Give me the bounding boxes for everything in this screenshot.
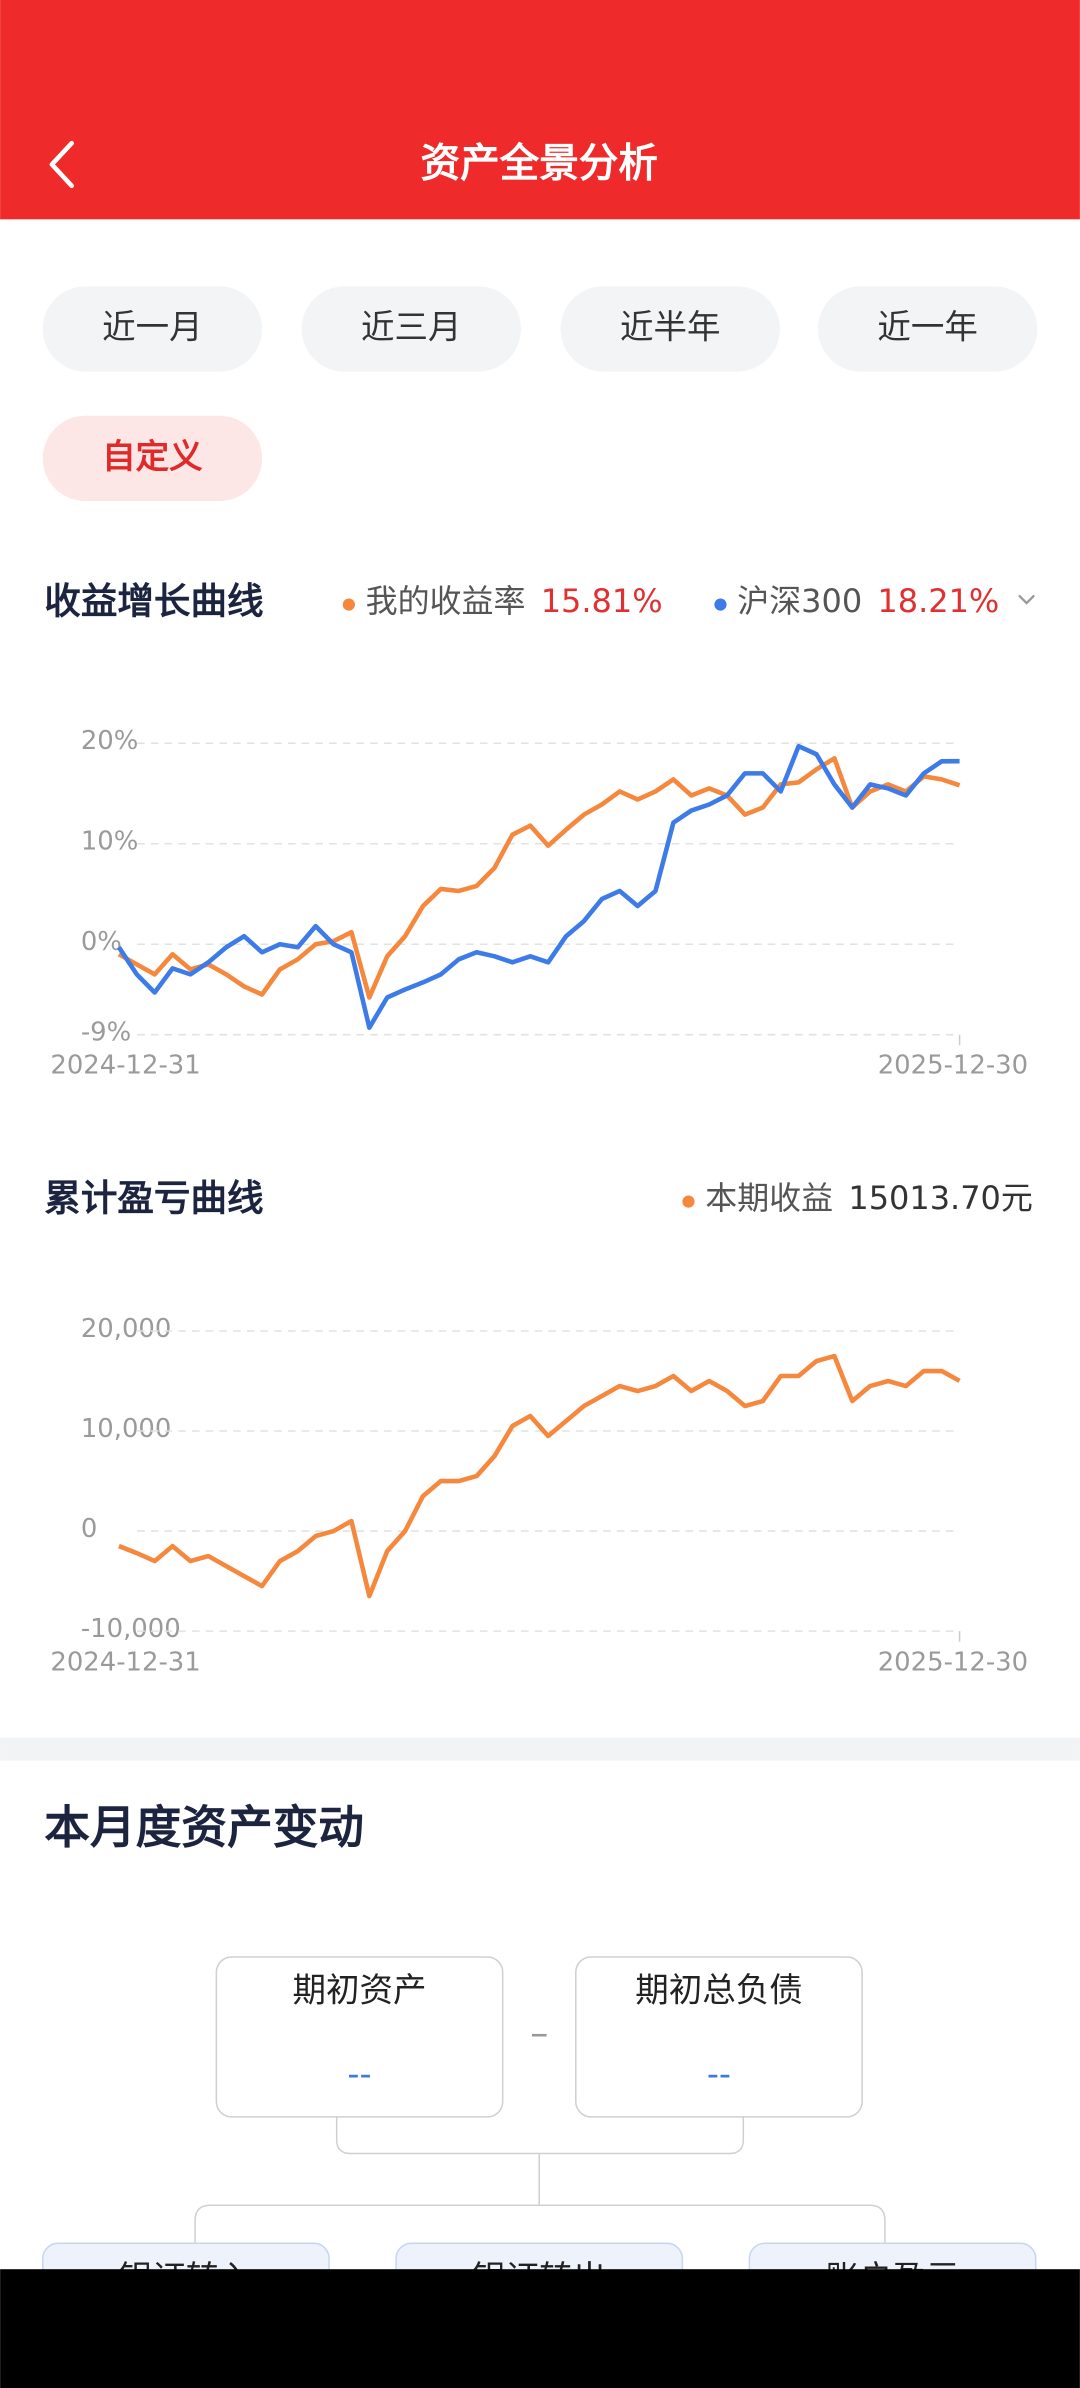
line-series [117, 755, 961, 1000]
y-tick-label: 20% [81, 726, 139, 756]
asset-box-label: 期初资产 [293, 1971, 427, 2010]
connector [194, 2116, 886, 2247]
tab-label: 近一年 [877, 307, 978, 346]
asset-box [215, 1956, 504, 2118]
legend-label: 我的收益率 [366, 582, 526, 620]
legend-summary: 18.21% [877, 582, 999, 620]
header-title: 资产全景分析 [420, 141, 657, 187]
tab[interactable] [42, 286, 263, 372]
asset-box-value: -- [707, 2054, 731, 2093]
y-tick-label: 10,000 [81, 1414, 172, 1444]
legend-summary: 15.81% [541, 582, 663, 620]
legend-dot [342, 598, 355, 611]
asset-box-value: -- [347, 2054, 371, 2093]
chart-title: 收益增长曲线 [44, 580, 263, 623]
y-tick-label: 20,000 [81, 1314, 172, 1344]
y-tick-label: 0 [81, 1514, 97, 1544]
tab-label: 近半年 [620, 307, 721, 346]
y-tick-label: -9% [81, 1018, 131, 1048]
chart: 收益增长曲线 我的收益率 15.81% 沪深300 18.21%20%10%0%-9%2… [44, 580, 1028, 1081]
legend-dot [714, 598, 727, 611]
legend-label: 本期收益 [705, 1179, 833, 1217]
y-tick-label: -10,000 [81, 1614, 181, 1644]
tab[interactable] [560, 286, 780, 372]
x-tick-label: 2024-12-31 [50, 1648, 200, 1678]
line-series [118, 1353, 961, 1599]
legend-expand[interactable] [1018, 594, 1036, 605]
chart: 累计盈亏曲线 本期收益 15013.70元 20,000 10,000 0 -10,000 2… [44, 1177, 1033, 1678]
tab-label: 近一月 [102, 307, 202, 346]
x-tick-label: 2025-12-30 [878, 1051, 1028, 1081]
tab[interactable] [42, 415, 263, 502]
tab[interactable] [301, 286, 521, 372]
operator: – [530, 2011, 548, 2054]
y-tick-label: 10% [81, 827, 139, 857]
x-tick-label: 2024-12-31 [50, 1051, 200, 1081]
asset-box [575, 1956, 863, 2118]
legend-dot [682, 1195, 695, 1208]
tab-label: 自定义 [102, 437, 203, 476]
legend-label: 沪深300 [737, 582, 862, 620]
back-button[interactable] [49, 140, 74, 189]
nav-bar [0, 2269, 1080, 2388]
header-bar [0, 0, 1080, 220]
tab-label: 近三月 [361, 307, 462, 346]
y-tick-label: 0% [81, 927, 122, 957]
line-series [116, 743, 960, 1030]
asset-box-label: 期初总负债 [635, 1971, 802, 2010]
tab[interactable] [817, 286, 1038, 372]
legend-summary: 15013.70元 [848, 1179, 1033, 1217]
x-tick-label: 2025-12-30 [878, 1648, 1028, 1678]
chart-title: 累计盈亏曲线 [44, 1177, 263, 1220]
separator [0, 1737, 1080, 1761]
section-title: 本月度资产变动 [44, 1801, 364, 1854]
